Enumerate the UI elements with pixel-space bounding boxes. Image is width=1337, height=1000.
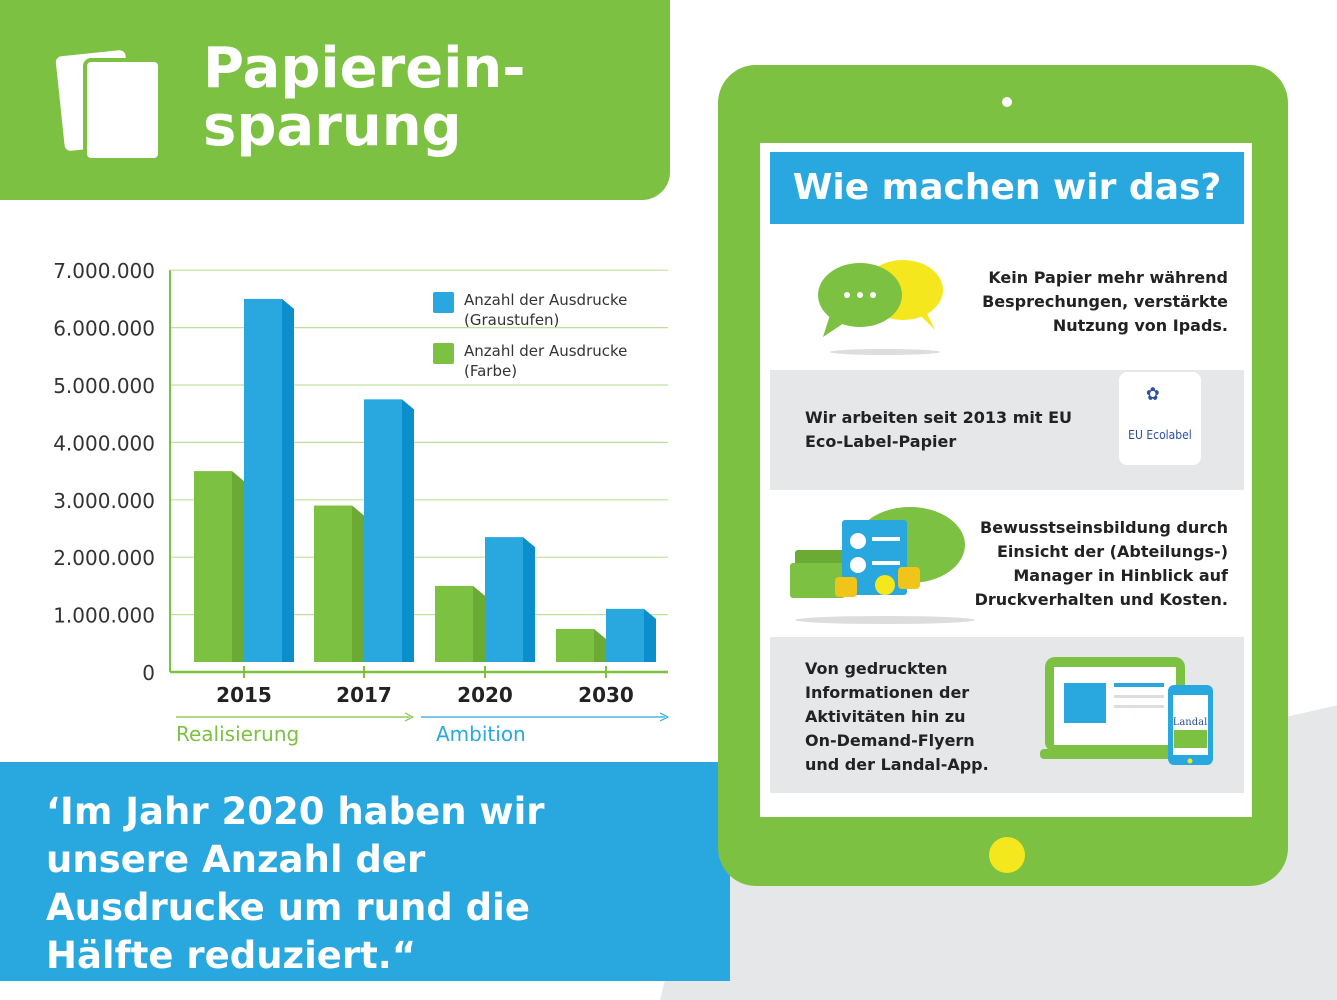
landal-logo: Landal [1173, 717, 1208, 728]
x-tick-label: 2017 [336, 683, 392, 707]
y-tick-label: 2.000.000 [53, 546, 155, 570]
tablet-home-button [989, 837, 1025, 873]
bar-side-2030 [644, 608, 656, 662]
legend-label: Anzahl der Ausdrucke [464, 291, 627, 309]
bar-side-2015 [282, 298, 294, 662]
x-tick-label: 2020 [457, 683, 513, 707]
quote-band [0, 762, 730, 981]
legend-label: (Graustufen) [464, 311, 559, 329]
paper-sheets-icon [55, 50, 162, 162]
bar-side-2017 [352, 505, 364, 662]
phase-label-ambition: Ambition [436, 722, 526, 746]
arrowhead [659, 712, 670, 722]
bar-farbe-2015 [194, 471, 232, 662]
y-tick-label: 4.000.000 [53, 431, 155, 455]
bar-side-2020 [523, 537, 535, 662]
item-text: Von gedruckten Informationen der Aktivit… [805, 659, 989, 774]
legend-swatch [433, 292, 454, 313]
y-tick-label: 6.000.000 [53, 317, 155, 341]
arrowhead [404, 712, 415, 722]
list-item: Kein Papier mehr während Besprechungen, … [770, 232, 1244, 367]
bar-side-2020 [473, 585, 485, 662]
bar-chart: 0 1.000.000 2.000.000 3.000.000 4.000.000 5.0… [53, 259, 670, 746]
page-title: Papierein- sparung [203, 36, 526, 159]
screen-title: Wie machen wir das? [770, 152, 1244, 224]
bar-graustufen-2017 [364, 399, 402, 662]
bar-graustufen-2015 [244, 298, 282, 662]
bar-farbe-2030 [556, 628, 594, 662]
phase-label-realisierung: Realisierung [176, 722, 299, 746]
quote-text: ‘Im Jahr 2020 haben wir unsere Anzahl de… [46, 790, 545, 977]
legend-swatch [433, 343, 454, 364]
bar-farbe-2020 [435, 585, 473, 662]
eu-ecolabel-logo: ✿ EU Ecolabel [1119, 372, 1201, 465]
bar-graustufen-2020 [485, 537, 523, 662]
tablet-camera [1002, 97, 1012, 107]
bar-side-2017 [402, 399, 414, 662]
x-tick-label: 2030 [578, 683, 634, 707]
x-tick-label: 2015 [216, 683, 272, 707]
ecolabel-text: EU Ecolabel [1128, 428, 1192, 442]
y-tick-label: 3.000.000 [53, 489, 155, 513]
laptop-phone-icon: Landal [1040, 657, 1213, 765]
money-piggy-bank-icon [790, 507, 975, 624]
bar-farbe-2017 [314, 505, 352, 662]
y-tick-label: 7.000.000 [53, 259, 155, 283]
item-text: Kein Papier mehr während Besprechungen, … [982, 268, 1228, 335]
legend-label: (Farbe) [464, 362, 517, 380]
y-tick-label: 5.000.000 [53, 374, 155, 398]
speech-bubbles-icon [818, 260, 943, 355]
item-text: Bewusstseinsbildung durch Einsicht der (… [974, 518, 1228, 609]
list-item: Bewusstseinsbildung durch Einsicht der (… [770, 492, 1244, 635]
item-text: Wir arbeiten seit 2013 mit EU Eco-Label-… [805, 408, 1073, 451]
bar-side-2015 [232, 471, 244, 662]
y-tick-label: 1.000.000 [53, 604, 155, 628]
y-tick-label: 0 [142, 661, 155, 685]
bar-side-2030 [594, 628, 606, 662]
legend-label: Anzahl der Ausdrucke [464, 342, 627, 360]
bar-graustufen-2030 [606, 608, 644, 662]
